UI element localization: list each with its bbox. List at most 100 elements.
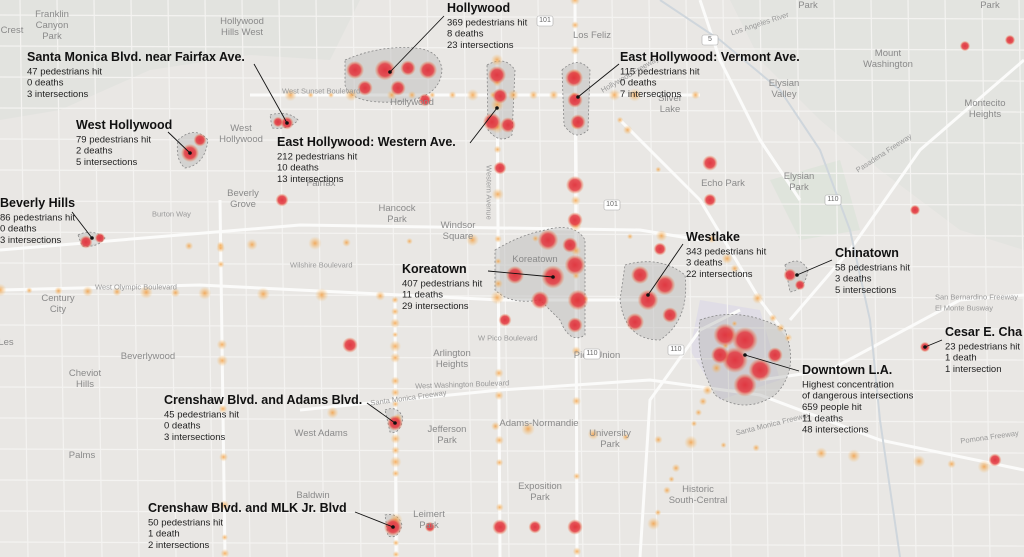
road-label: West Sunset Boulevard [282, 87, 360, 96]
place-label: Echo Park [701, 178, 745, 189]
minor-spot [493, 145, 502, 154]
minor-spot [655, 166, 662, 173]
minor-spot [219, 500, 230, 511]
minor-spot [721, 253, 733, 265]
minor-spot [947, 459, 956, 469]
minor-spot [495, 503, 504, 512]
minor-spot [570, 45, 581, 56]
hotspot [783, 268, 797, 282]
callout-line: 13 intersections [277, 174, 344, 185]
minor-spot [392, 539, 400, 547]
minor-spot [256, 287, 270, 301]
leader-dot [391, 525, 395, 529]
minor-spot [769, 314, 777, 322]
minor-spot [389, 340, 402, 353]
hotspot [733, 373, 757, 397]
minor-spot [390, 352, 401, 364]
callout-line: Highest concentration [802, 379, 894, 390]
callout-line: 10 deaths [277, 163, 319, 174]
hotspot [492, 519, 508, 535]
place-label-line: Montecito [964, 98, 1005, 109]
place-label: Cheviot Hills [69, 368, 102, 390]
minor-spot [326, 406, 339, 419]
callout-line: 343 pedestrians hit [686, 246, 767, 257]
leader-line [469, 107, 498, 144]
place-label: Koreatown [512, 254, 557, 265]
callout-line: 5 intersections [76, 157, 138, 168]
minor-spot [494, 390, 504, 401]
callout-line: 3 intersections [164, 432, 226, 443]
place-label-line: University [589, 428, 631, 439]
hotspot [498, 313, 512, 327]
callout-title: Chinatown [835, 246, 899, 260]
callout-title: Crenshaw Blvd. and Adams Blvd. [164, 393, 362, 407]
place-label-line: Park [789, 182, 809, 193]
place-label-line: Franklin [35, 9, 69, 20]
place-label: Leimert Park [413, 509, 445, 531]
minor-spot [54, 286, 63, 296]
callout-line: 58 pedestrians hit [835, 262, 910, 273]
callout-line: 1 death [945, 353, 977, 364]
leader-line [647, 243, 684, 296]
leader-dot [188, 151, 192, 155]
place-label-line: Hills West [221, 27, 263, 38]
callout-line: 11 deaths [402, 290, 443, 301]
street [796, 0, 806, 557]
place-label-line: Park [419, 520, 439, 531]
callout-title: Downtown L.A. [802, 363, 892, 377]
hotspot [653, 242, 667, 256]
hotspot [637, 289, 659, 311]
place-label-line: Washington [863, 59, 913, 70]
minor-spot [494, 235, 502, 243]
hotspot [530, 290, 550, 310]
place-label-line: Lake [660, 104, 681, 115]
place-label: Crest [1, 25, 24, 36]
major-road [638, 308, 741, 557]
minor-spot [218, 404, 228, 414]
street [0, 324, 1024, 330]
place-label-line: Park [980, 0, 1000, 11]
minor-spot [344, 88, 358, 102]
minor-spot [217, 260, 225, 268]
minor-spot [671, 463, 681, 473]
street [0, 479, 1024, 485]
minor-spot [246, 238, 258, 251]
minor-spot [307, 91, 314, 99]
callout-title: West Hollywood [76, 118, 172, 132]
shield-label: 101 [539, 17, 551, 24]
minor-spot [628, 88, 642, 102]
minor-spot [752, 444, 760, 452]
minor-spot [494, 435, 505, 445]
hotspot [1004, 34, 1016, 46]
minor-spot [691, 90, 700, 100]
place-label: Baldwin [296, 490, 329, 501]
callout-title: Santa Monica Blvd. near Fairfax Ave. [27, 50, 245, 64]
callout-line: 2 intersections [148, 540, 210, 551]
place-label-line: Hollywood [390, 97, 434, 108]
minor-spot [491, 421, 500, 431]
callout-line: 1 death [148, 529, 180, 540]
minor-spot [573, 472, 581, 480]
callout-line: 11 deaths [802, 413, 843, 424]
place-label-line: Century [41, 293, 75, 304]
place-label-line: Leimert [413, 509, 445, 520]
place-label-line: Fairfax [306, 178, 335, 189]
major-road [759, 293, 1024, 382]
minor-spot [707, 234, 717, 244]
place-label-line: Hollywood [220, 16, 264, 27]
place-label-line: Hancock [379, 203, 416, 214]
hotspot [357, 80, 373, 96]
place-label-line: City [50, 304, 67, 315]
minor-spot [528, 90, 539, 100]
minor-spot [112, 287, 122, 297]
callout-line: 8 deaths [447, 29, 484, 40]
callout-line: 48 intersections [802, 425, 869, 436]
road-label: Pomona Freeway [960, 428, 1020, 445]
leader-line [744, 354, 800, 372]
minor-spot [327, 91, 335, 99]
hotspot [493, 161, 507, 175]
highway-shield [824, 194, 842, 206]
minor-spot [284, 88, 297, 102]
place-label: Park [980, 0, 1000, 11]
